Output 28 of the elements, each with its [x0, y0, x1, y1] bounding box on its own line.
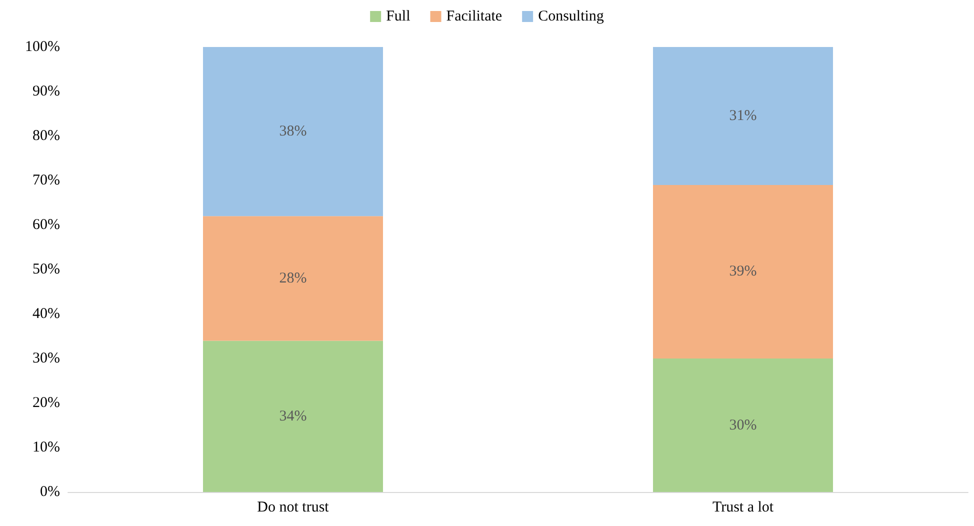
- y-tick-label: 100%: [25, 39, 60, 55]
- data-label: 28%: [279, 270, 307, 286]
- y-tick-label: 90%: [32, 84, 60, 100]
- data-label: 30%: [729, 417, 757, 434]
- x-tick-label: Trust a lot: [712, 500, 774, 516]
- bar: [653, 184, 833, 358]
- y-tick-label: 80%: [32, 128, 60, 144]
- y-tick-label: 10%: [32, 440, 60, 456]
- data-label: 34%: [279, 408, 307, 424]
- data-label: 31%: [729, 108, 757, 124]
- bar: [653, 47, 833, 185]
- bar: [203, 216, 383, 341]
- bar: [203, 47, 383, 216]
- y-tick-label: 0%: [40, 484, 60, 500]
- x-tick-label: Do not trust: [257, 500, 330, 516]
- legend-label: Consulting: [538, 8, 604, 24]
- legend-label: Full: [386, 8, 410, 24]
- y-tick-label: 30%: [32, 350, 60, 366]
- data-label: 39%: [729, 264, 757, 280]
- y-tick-label: 70%: [32, 172, 60, 188]
- data-label: 38%: [279, 124, 307, 140]
- legend-label: Facilitate: [446, 8, 502, 24]
- y-tick-label: 60%: [32, 217, 60, 233]
- bar: [203, 340, 383, 492]
- y-tick-label: 20%: [32, 395, 60, 411]
- y-tick-label: 40%: [32, 306, 60, 322]
- bar: [653, 358, 833, 492]
- y-tick-label: 50%: [32, 262, 60, 278]
